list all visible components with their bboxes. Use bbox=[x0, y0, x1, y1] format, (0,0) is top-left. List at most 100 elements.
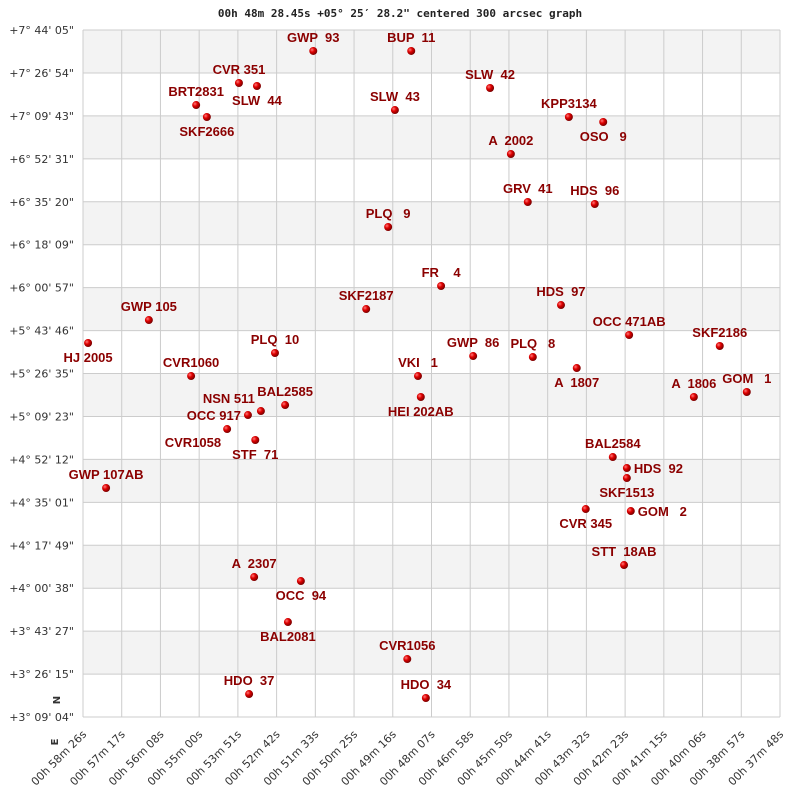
star-point bbox=[622, 464, 631, 473]
star-point bbox=[556, 301, 565, 310]
y-tick-label: +7° 44' 05" bbox=[9, 24, 74, 37]
star-label: GOM 1 bbox=[722, 371, 771, 386]
star-label: SLW 43 bbox=[370, 89, 420, 104]
star-label: SKF2666 bbox=[179, 124, 234, 139]
star-point bbox=[403, 655, 412, 664]
star-point bbox=[102, 484, 111, 493]
star-label: OCC 94 bbox=[276, 588, 327, 603]
y-tick-label: +4° 52' 12" bbox=[9, 453, 74, 466]
star-point bbox=[625, 331, 634, 340]
star-point bbox=[622, 474, 631, 483]
star-point bbox=[486, 83, 495, 92]
star-point bbox=[626, 507, 635, 516]
star-point bbox=[523, 197, 532, 206]
y-tick-label: +4° 00' 38" bbox=[9, 582, 74, 595]
star-label: GWP 86 bbox=[447, 335, 500, 350]
star-point bbox=[256, 407, 265, 416]
y-tick-label: +5° 43' 46" bbox=[9, 325, 74, 338]
star-point bbox=[202, 113, 211, 122]
star-point bbox=[413, 372, 422, 381]
star-label: HEI 202AB bbox=[388, 404, 454, 419]
star-label: CVR 345 bbox=[559, 516, 612, 531]
star-point bbox=[715, 342, 724, 351]
star-label: HDO 37 bbox=[224, 673, 275, 688]
star-point bbox=[572, 364, 581, 373]
star-point bbox=[437, 282, 446, 291]
star-label: SLW 42 bbox=[465, 67, 515, 82]
east-indicator: E bbox=[50, 738, 61, 745]
y-tick-label: +6° 35' 20" bbox=[9, 196, 74, 209]
star-point bbox=[187, 372, 196, 381]
star-point bbox=[689, 393, 698, 402]
star-label: BRT2831 bbox=[168, 84, 224, 99]
star-label: BAL2585 bbox=[257, 384, 313, 399]
star-label: GRV 41 bbox=[503, 181, 553, 196]
star-label: NSN 511 bbox=[203, 391, 255, 406]
y-tick-label: +3° 09' 04" bbox=[9, 711, 74, 724]
star-label: A 2307 bbox=[232, 556, 277, 571]
star-point bbox=[234, 78, 243, 87]
star-label: SKF1513 bbox=[599, 485, 654, 500]
star-point bbox=[469, 352, 478, 361]
star-point bbox=[599, 118, 608, 127]
chart-title: 00h 48m 28.45s +05° 25′ 28.2" centered 3… bbox=[218, 7, 582, 20]
star-label: OSO 9 bbox=[580, 129, 627, 144]
y-tick-label: +5° 09' 23" bbox=[9, 410, 74, 423]
star-label: KPP3134 bbox=[541, 96, 597, 111]
star-label: STF 71 bbox=[232, 447, 278, 462]
y-tick-label: +3° 43' 27" bbox=[9, 625, 74, 638]
north-indicator: N bbox=[52, 696, 63, 704]
star-label: PLQ 10 bbox=[251, 332, 299, 347]
star-point bbox=[251, 436, 260, 445]
star-label: HJ 2005 bbox=[63, 350, 112, 365]
star-point bbox=[243, 411, 252, 420]
star-label: GWP 93 bbox=[287, 30, 340, 45]
star-label: PLQ 9 bbox=[366, 206, 411, 221]
star-label: GOM 2 bbox=[638, 504, 687, 519]
y-tick-label: +6° 00' 57" bbox=[9, 282, 74, 295]
star-point bbox=[362, 305, 371, 314]
star-label: VKI 1 bbox=[398, 355, 438, 370]
star-label: BAL2081 bbox=[260, 629, 316, 644]
star-point bbox=[223, 425, 232, 434]
star-label: CVR1058 bbox=[165, 435, 221, 450]
star-label: A 1807 bbox=[554, 375, 599, 390]
star-label: HDS 92 bbox=[634, 461, 683, 476]
star-label: A 1806 bbox=[671, 376, 716, 391]
star-label: GWP 107AB bbox=[69, 467, 144, 482]
star-point bbox=[309, 46, 318, 55]
star-point bbox=[608, 453, 617, 462]
star-point bbox=[620, 561, 629, 570]
star-point bbox=[252, 81, 261, 90]
star-label: HDO 34 bbox=[401, 677, 452, 692]
star-label: BAL2584 bbox=[585, 436, 641, 451]
star-label: CVR 351 bbox=[213, 62, 266, 77]
star-label: HDS 96 bbox=[570, 183, 619, 198]
y-tick-label: +7° 26' 54" bbox=[9, 67, 74, 80]
star-point bbox=[581, 505, 590, 514]
y-tick-label: +6° 52' 31" bbox=[9, 153, 74, 166]
star-label: CVR1060 bbox=[163, 355, 219, 370]
star-label: OCC 917 bbox=[187, 408, 241, 423]
star-point bbox=[384, 223, 393, 232]
y-tick-label: +3° 26' 15" bbox=[9, 668, 74, 681]
star-point bbox=[245, 690, 254, 699]
star-label: SKF2187 bbox=[339, 288, 394, 303]
star-point bbox=[192, 101, 201, 110]
star-point bbox=[564, 113, 573, 122]
star-label: GWP 105 bbox=[121, 299, 177, 314]
star-point bbox=[283, 618, 292, 627]
star-label: HDS 97 bbox=[536, 284, 585, 299]
star-point bbox=[742, 388, 751, 397]
star-label: A 2002 bbox=[488, 133, 533, 148]
star-point bbox=[270, 348, 279, 357]
star-label: BUP 11 bbox=[387, 30, 435, 45]
y-tick-label: +7° 09' 43" bbox=[9, 110, 74, 123]
star-point bbox=[250, 573, 259, 582]
star-label: SKF2186 bbox=[692, 325, 747, 340]
star-label: PLQ 8 bbox=[510, 336, 555, 351]
star-label: FR 4 bbox=[422, 265, 462, 280]
y-tick-label: +4° 17' 49" bbox=[9, 539, 74, 552]
